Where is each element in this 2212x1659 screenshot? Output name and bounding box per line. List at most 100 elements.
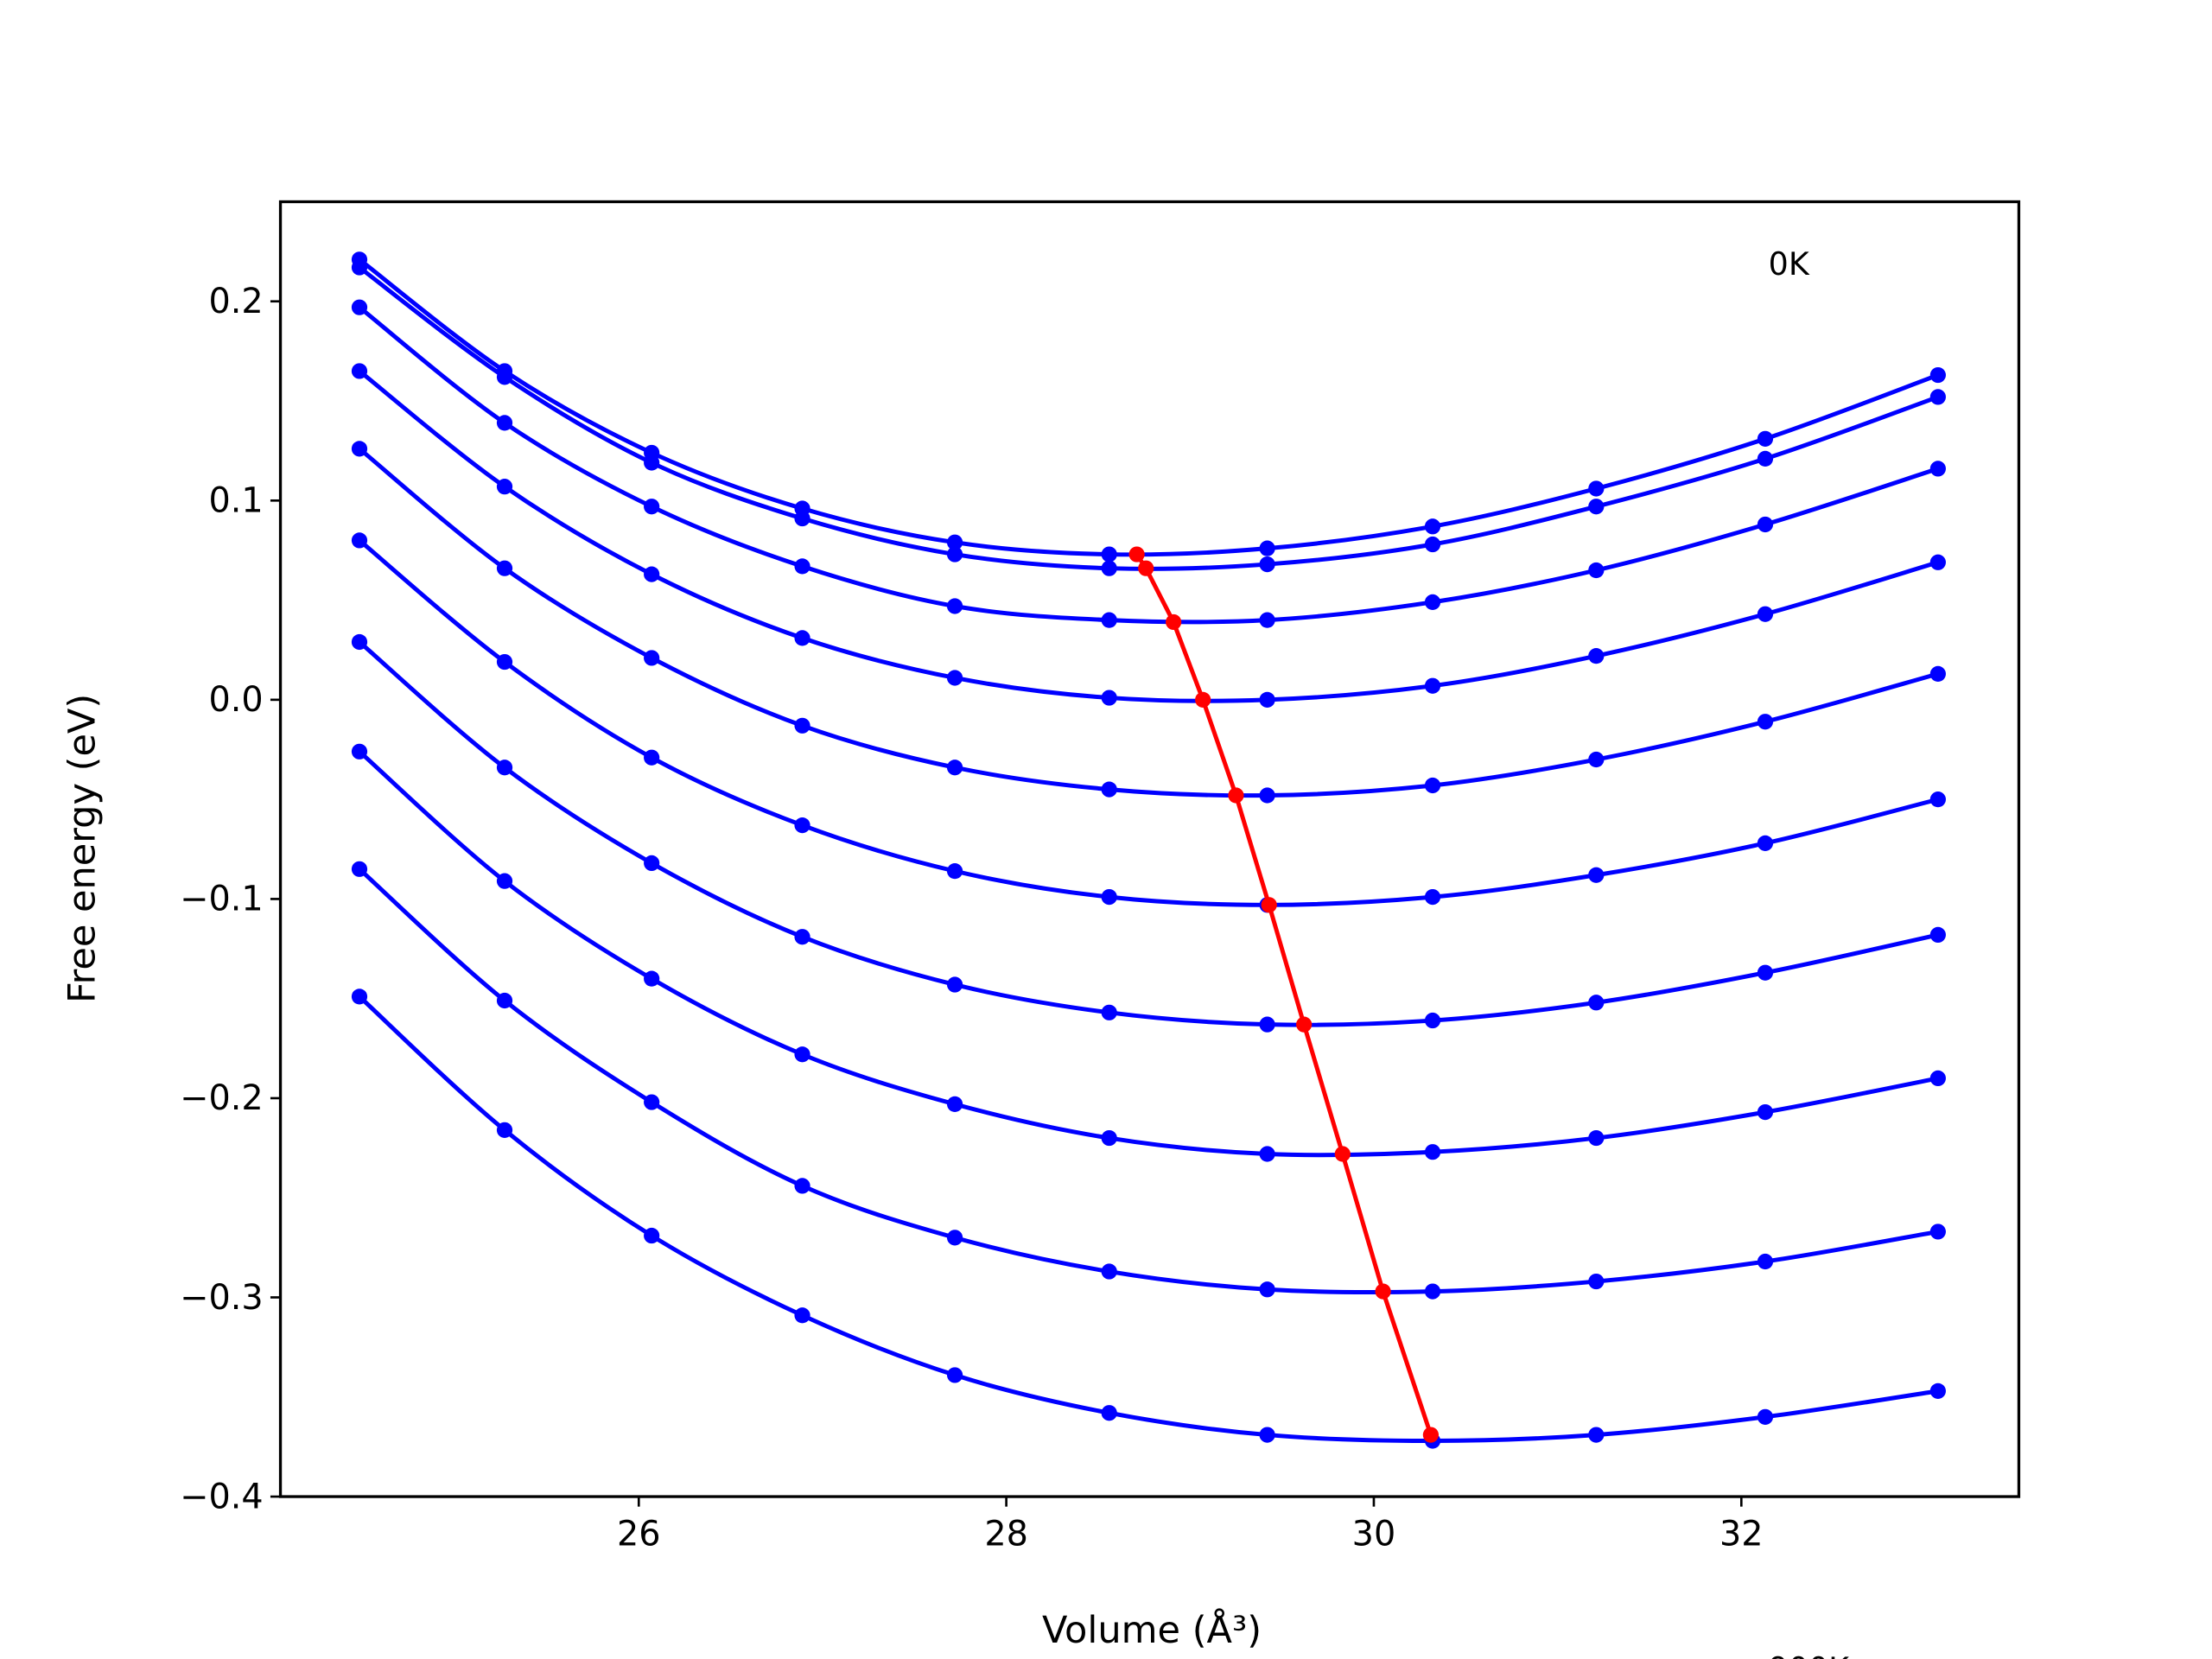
data-point (1424, 594, 1441, 610)
y-tick-label: −0.4 (180, 1477, 263, 1516)
data-point (496, 1122, 513, 1138)
data-point (946, 670, 963, 686)
data-point (1128, 546, 1145, 563)
data-point (794, 1307, 810, 1324)
data-point (1228, 787, 1244, 804)
data-point (1334, 1146, 1351, 1162)
data-point (351, 532, 368, 549)
x-tick-label: 26 (617, 1514, 661, 1554)
data-point (1588, 995, 1605, 1011)
data-point (794, 817, 810, 834)
data-point (1929, 389, 1946, 405)
series-line (358, 995, 1939, 1443)
series-line (358, 265, 1939, 571)
data-point (1101, 1263, 1117, 1280)
plot-frame (278, 200, 2021, 1498)
data-point (1424, 1144, 1441, 1160)
data-point (1929, 1070, 1946, 1087)
data-point (1259, 1427, 1275, 1443)
data-point (1588, 562, 1605, 579)
data-point (644, 1094, 660, 1110)
data-point (1259, 556, 1275, 573)
data-point (794, 630, 810, 646)
data-point (1929, 366, 1946, 384)
data-point (496, 560, 513, 576)
data-point (1195, 691, 1211, 708)
data-point (351, 363, 368, 379)
series-line (358, 369, 1939, 703)
data-point (496, 992, 513, 1009)
data-point (946, 976, 963, 993)
x-tick-label: 32 (1719, 1514, 1764, 1554)
data-point (1588, 480, 1605, 497)
data-point (1101, 1405, 1117, 1421)
data-point (351, 299, 368, 315)
data-point (1296, 1016, 1313, 1033)
data-point (794, 510, 810, 527)
data-point (1588, 499, 1605, 515)
data-point (794, 717, 810, 734)
data-point (1259, 1281, 1275, 1298)
y-tick-label: 0.0 (208, 680, 263, 720)
data-point (644, 970, 660, 987)
data-point (496, 760, 513, 776)
y-tick-label: −0.2 (180, 1078, 263, 1118)
data-point (644, 855, 660, 872)
x-tick-label: 28 (984, 1514, 1028, 1554)
data-point (1259, 540, 1275, 556)
data-point (1588, 1427, 1605, 1443)
series-line (358, 867, 1939, 1295)
data-point (1259, 691, 1275, 708)
y-axis-label: Free energy (eV) (60, 694, 104, 1003)
data-point (946, 598, 963, 614)
series-line (358, 749, 1939, 1158)
data-point (351, 441, 368, 457)
data-point (1929, 665, 1946, 682)
data-point (1588, 751, 1605, 768)
data-point (496, 479, 513, 495)
y-tick-label: −0.1 (180, 880, 263, 919)
data-point (1588, 867, 1605, 883)
data-point (1929, 791, 1946, 808)
data-point (946, 1367, 963, 1383)
data-point (1588, 1129, 1605, 1147)
data-point (1422, 1427, 1440, 1443)
data-point (644, 1227, 660, 1244)
data-point (351, 861, 368, 877)
data-point (1101, 888, 1117, 906)
data-point (644, 650, 660, 666)
data-point (1424, 1012, 1441, 1029)
data-point (1101, 690, 1117, 706)
data-point (1261, 897, 1277, 913)
y-tick-label: −0.3 (180, 1278, 263, 1318)
data-point (1166, 613, 1182, 631)
annotation: 0K (1769, 245, 1810, 283)
annotation: 900K (1769, 1650, 1850, 1659)
x-axis-label: Volume (Å³) (1042, 1608, 1262, 1652)
data-point (1101, 1129, 1117, 1147)
data-point (794, 1178, 810, 1194)
series-line (1135, 553, 1433, 1436)
series-line (358, 257, 1939, 557)
data-point (496, 415, 513, 431)
data-point (1929, 1224, 1946, 1240)
data-point (1929, 1382, 1946, 1399)
data-point (946, 760, 963, 776)
data-point (1101, 560, 1117, 576)
data-point (1259, 612, 1275, 628)
data-point (1424, 677, 1441, 694)
x-tick-label: 30 (1352, 1514, 1396, 1554)
y-tick-label: 0.2 (208, 282, 263, 321)
data-point (1929, 554, 1946, 570)
data-point (1259, 1016, 1275, 1033)
data-point (496, 873, 513, 889)
data-point (351, 988, 368, 1005)
data-point (794, 558, 810, 575)
data-point (1757, 606, 1774, 622)
data-point (351, 633, 368, 651)
data-point (1757, 1253, 1774, 1270)
data-point (644, 454, 660, 471)
data-point (1259, 1146, 1275, 1162)
